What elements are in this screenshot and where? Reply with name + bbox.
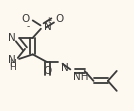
- Text: O: O: [55, 14, 64, 24]
- Text: NH: NH: [73, 72, 89, 82]
- Text: O: O: [43, 66, 51, 76]
- Text: +: +: [45, 16, 51, 25]
- Text: N: N: [8, 55, 16, 65]
- Text: H: H: [9, 59, 16, 68]
- Text: H: H: [9, 63, 16, 72]
- Text: N: N: [8, 33, 16, 43]
- Text: -: -: [27, 22, 30, 31]
- Text: N: N: [44, 22, 51, 32]
- Text: N: N: [61, 63, 69, 73]
- Text: O: O: [22, 14, 30, 24]
